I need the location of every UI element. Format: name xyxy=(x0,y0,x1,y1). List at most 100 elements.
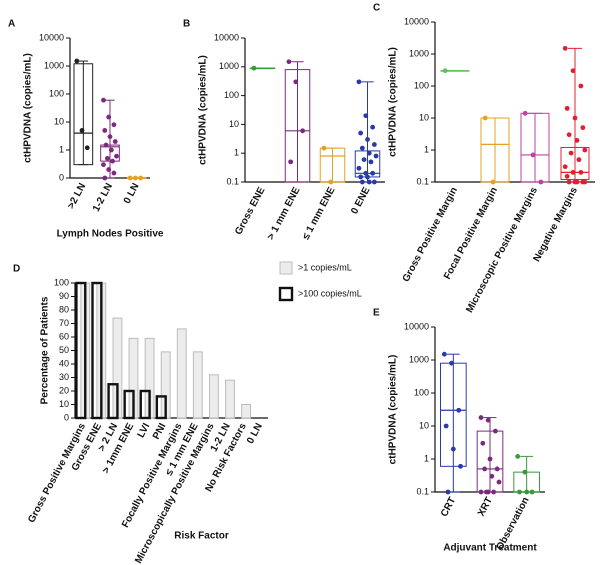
data-point xyxy=(530,152,536,158)
y-tick-label: 50 xyxy=(59,345,69,355)
data-point xyxy=(491,489,496,495)
data-point xyxy=(570,68,576,74)
data-point xyxy=(84,145,90,151)
y-tick-label: 0.1 xyxy=(416,176,429,186)
data-point xyxy=(321,145,327,151)
data-point xyxy=(361,157,367,162)
data-point xyxy=(496,479,502,485)
y-tick-label: 100 xyxy=(414,80,429,90)
x-tick-label: 0 LN xyxy=(122,181,142,205)
y-tick-label: 1000 xyxy=(219,61,239,71)
y-tick-label: 10 xyxy=(419,112,429,122)
y-tick-label: 30 xyxy=(59,372,69,382)
data-point xyxy=(363,170,369,176)
bar xyxy=(139,389,151,420)
legend-label: >100 copies/mL xyxy=(298,288,362,298)
data-point xyxy=(102,128,108,133)
x-tick-label: ≤ 1 mm ENE xyxy=(301,185,338,241)
y-tick-label: 100 xyxy=(414,387,429,397)
data-point xyxy=(574,137,580,143)
data-point xyxy=(562,45,568,51)
data-point xyxy=(371,142,377,147)
y-tick-label: 60 xyxy=(59,331,69,341)
data-point xyxy=(582,147,588,153)
y-tick-label: 0.1 xyxy=(416,486,429,496)
bar xyxy=(176,328,187,419)
data-point xyxy=(538,179,544,185)
data-point xyxy=(562,164,568,170)
panel-letter: D xyxy=(13,264,20,275)
panel-letter: B xyxy=(183,19,190,30)
x-tick-label: Negative Margins xyxy=(531,185,580,264)
y-tick-label: 100 xyxy=(49,88,64,98)
data-point xyxy=(522,110,528,116)
data-point xyxy=(366,179,372,185)
legend-label: >1 copies/mL xyxy=(298,262,352,272)
data-point xyxy=(522,469,528,475)
y-tick-label: 1000 xyxy=(44,60,64,70)
data-point xyxy=(370,170,376,176)
data-point xyxy=(251,65,257,71)
data-point xyxy=(286,59,292,65)
data-point xyxy=(578,83,584,89)
x-tick-label: 0 LN xyxy=(245,421,265,445)
panel-letter: E xyxy=(373,308,380,319)
y-axis-label: ctHPVDNA (copies/mL) xyxy=(198,55,209,165)
data-point xyxy=(449,360,454,366)
data-point xyxy=(489,473,495,479)
data-point xyxy=(293,79,299,85)
data-point xyxy=(442,68,448,74)
data-point xyxy=(443,423,449,429)
y-axis-label: ctHPVDNA (copies/mL) xyxy=(23,53,34,163)
y-tick-label: 10000 xyxy=(39,32,64,42)
data-point xyxy=(359,145,365,151)
data-point xyxy=(458,463,463,469)
data-point xyxy=(485,489,491,495)
data-point xyxy=(564,105,570,111)
data-point xyxy=(111,170,117,176)
y-tick-label: 10 xyxy=(419,420,429,430)
data-point xyxy=(370,124,376,130)
bar xyxy=(75,281,87,420)
data-point xyxy=(127,175,133,181)
y-tick-label: 10 xyxy=(229,119,239,129)
y-axis-label: ctHPVDNA (copies/mL) xyxy=(388,355,399,465)
data-point xyxy=(107,134,113,140)
y-tick-label: 0 xyxy=(59,172,64,182)
y-axis-label: Percentage of Patients xyxy=(40,296,51,404)
data-point xyxy=(566,132,572,138)
legend-swatch xyxy=(279,261,293,275)
data-point xyxy=(365,137,370,142)
x-axis-label: Risk Factor xyxy=(174,531,229,542)
data-point xyxy=(101,162,106,168)
data-point xyxy=(356,79,362,85)
y-axis-label: ctHPVDNA (copies/mL) xyxy=(388,47,399,157)
data-point xyxy=(482,115,488,121)
legend-swatch xyxy=(278,286,294,302)
data-point xyxy=(356,165,362,171)
x-tick-label: Microscopic Positive Margins xyxy=(464,185,540,315)
y-tick-label: 100 xyxy=(54,277,69,287)
y-tick-label: 10000 xyxy=(404,321,429,331)
data-point xyxy=(103,142,109,148)
data-point xyxy=(524,489,530,495)
y-tick-label: 10 xyxy=(54,116,64,126)
y-tick-label: 1 xyxy=(234,148,239,158)
data-point xyxy=(441,351,447,357)
y-tick-label: 40 xyxy=(59,358,69,368)
data-point xyxy=(480,440,486,446)
x-tick-label: CRT xyxy=(439,495,458,518)
data-point xyxy=(101,97,106,103)
y-tick-label: 70 xyxy=(59,318,69,328)
data-point xyxy=(568,150,574,156)
data-point xyxy=(492,428,498,434)
box xyxy=(73,63,94,166)
data-point xyxy=(74,58,80,64)
y-tick-label: 0 xyxy=(64,412,69,422)
data-point xyxy=(363,113,369,119)
data-point xyxy=(104,156,110,161)
data-point xyxy=(106,114,112,120)
x-tick-label: >2 LN xyxy=(66,181,89,210)
y-tick-label: 0.1 xyxy=(226,176,239,186)
